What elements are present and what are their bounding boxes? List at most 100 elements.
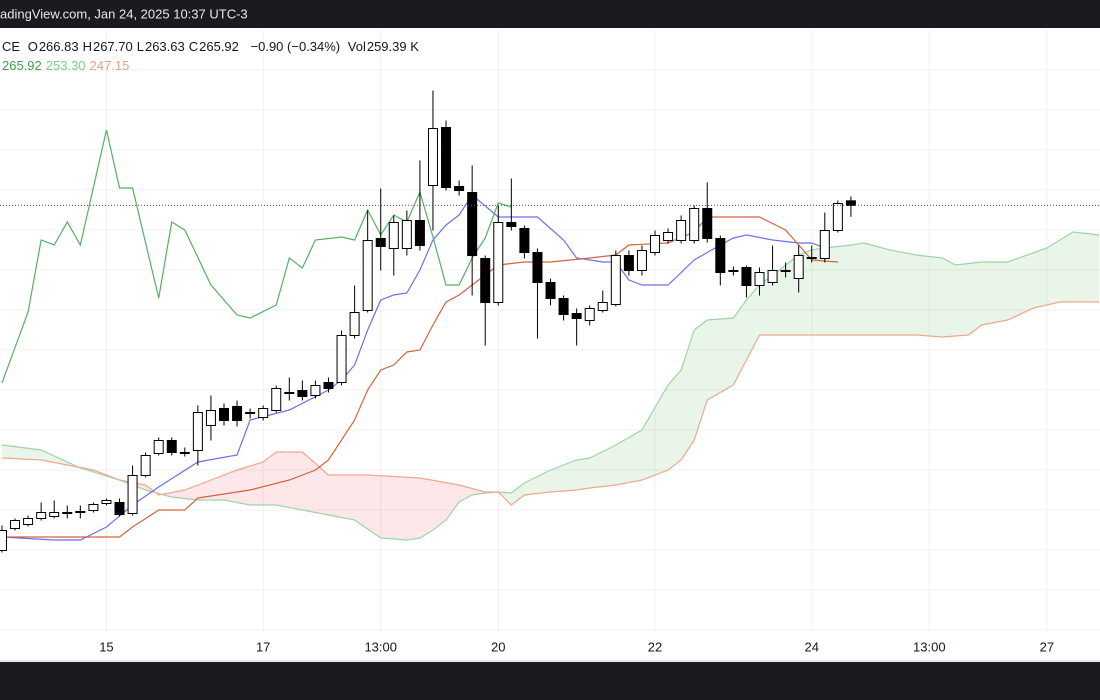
x-tick-label: 17 — [256, 639, 270, 654]
volume-label: Vol — [347, 39, 366, 54]
ohlc-value: 267.70 — [92, 39, 133, 54]
candle-body — [441, 127, 452, 188]
candle-body — [702, 208, 713, 239]
candle-body — [62, 512, 73, 514]
candle-body — [284, 392, 295, 394]
candle-body — [715, 238, 726, 273]
header-text: adingView.com, Jan 24, 2025 10:37 UTC-3 — [0, 6, 248, 21]
ohlc-value: 265.92 — [199, 39, 239, 54]
candle-body — [245, 412, 256, 414]
x-tick-label: 13:00 — [913, 639, 946, 654]
x-tick-label: 22 — [648, 639, 662, 654]
ohlc-legend: CE O266.83 H267.70 L263.63 C265.92 −0.90 (−… — [2, 39, 423, 54]
candle-body — [793, 255, 804, 279]
candle-body — [401, 220, 412, 249]
candle-body — [519, 228, 530, 253]
candle-body — [114, 502, 125, 515]
x-axis: 15 17 13:00 20 22 24 13:00 27 — [99, 639, 1054, 654]
ohlc-label: O — [27, 39, 38, 54]
candle-body — [258, 408, 269, 418]
candle-body — [414, 220, 425, 246]
candle-body — [297, 390, 308, 397]
indicator-legend: 265.92 253.30 247.15 — [2, 58, 133, 73]
leading-span-a — [1, 231, 1100, 541]
volume: 259.39 K — [366, 39, 419, 54]
candle-body — [271, 388, 282, 411]
ohlc-label: C — [188, 39, 199, 54]
candle-body — [819, 230, 830, 259]
ohlc-value: 266.83 — [38, 39, 79, 54]
candle-body — [610, 255, 621, 305]
x-tick-label: 13:00 — [364, 639, 397, 654]
candle-body — [767, 270, 778, 283]
candle-body — [336, 335, 347, 383]
candle-body — [754, 272, 765, 286]
candle-body — [545, 282, 556, 299]
ohlc-value: 263.63 — [144, 39, 185, 54]
leading-span-b — [1, 301, 1100, 506]
symbol: CE — [2, 39, 21, 54]
indicator-value: 247.15 — [89, 58, 130, 73]
x-tick-label: 20 — [491, 639, 505, 654]
candle-body — [650, 235, 661, 253]
candle-body — [584, 308, 595, 321]
cloud — [1, 231, 1100, 541]
candle-body — [205, 410, 216, 426]
candle-body — [532, 252, 543, 283]
candle-body — [375, 238, 386, 247]
change: −0.90 (−0.34%) — [250, 39, 341, 54]
candle-body — [571, 313, 582, 319]
candle-body — [832, 203, 843, 231]
candle-body — [663, 232, 674, 241]
candle-body — [140, 455, 151, 476]
ohlc-label: H — [82, 39, 92, 54]
candle-body — [493, 222, 504, 303]
candle-body — [153, 440, 164, 454]
candle-body — [636, 250, 647, 271]
candle-body — [506, 222, 517, 227]
candle-body — [741, 267, 752, 286]
candle-body — [427, 128, 438, 186]
candle-body — [689, 208, 700, 241]
candle-body — [806, 257, 817, 259]
candle-body — [467, 192, 478, 256]
candle-body — [310, 385, 321, 396]
candle-body — [179, 452, 190, 454]
candle-body — [728, 270, 739, 272]
candle-body — [166, 440, 177, 453]
candle-body — [88, 504, 99, 511]
candle-body — [597, 302, 608, 311]
candle-body — [0, 530, 7, 551]
x-tick-label: 27 — [1040, 639, 1054, 654]
ohlc-label: L — [136, 39, 144, 54]
candles — [0, 90, 1100, 553]
candle-body — [480, 258, 491, 303]
candle-body — [362, 240, 373, 311]
top-bar — [0, 0, 1100, 28]
candle-body — [780, 270, 791, 272]
candle-body — [454, 186, 465, 191]
candle-body — [49, 512, 60, 517]
candle-body — [845, 200, 856, 206]
ohlc-items: O266.83 H267.70 L263.63 C265.92 — [28, 39, 243, 54]
indicator-line — [1, 194, 826, 541]
candle-body — [101, 500, 112, 504]
bottom-bar — [0, 662, 1100, 700]
candle-body — [388, 222, 399, 249]
candle-body — [349, 312, 360, 336]
candle-body — [75, 511, 86, 513]
x-tick-label: 15 — [99, 639, 113, 654]
candle-body — [323, 382, 334, 389]
indicator-line — [1, 129, 512, 384]
candle-body — [36, 512, 47, 519]
candle-body — [127, 475, 138, 514]
indicator-value: 253.30 — [45, 58, 86, 73]
x-tick-label: 24 — [805, 639, 819, 654]
candle-body — [218, 408, 229, 421]
candle-body — [623, 255, 634, 271]
candle-body — [192, 412, 203, 451]
indicator-value: 265.92 — [2, 58, 42, 73]
candle-body — [23, 518, 34, 525]
candle-body — [10, 520, 21, 529]
